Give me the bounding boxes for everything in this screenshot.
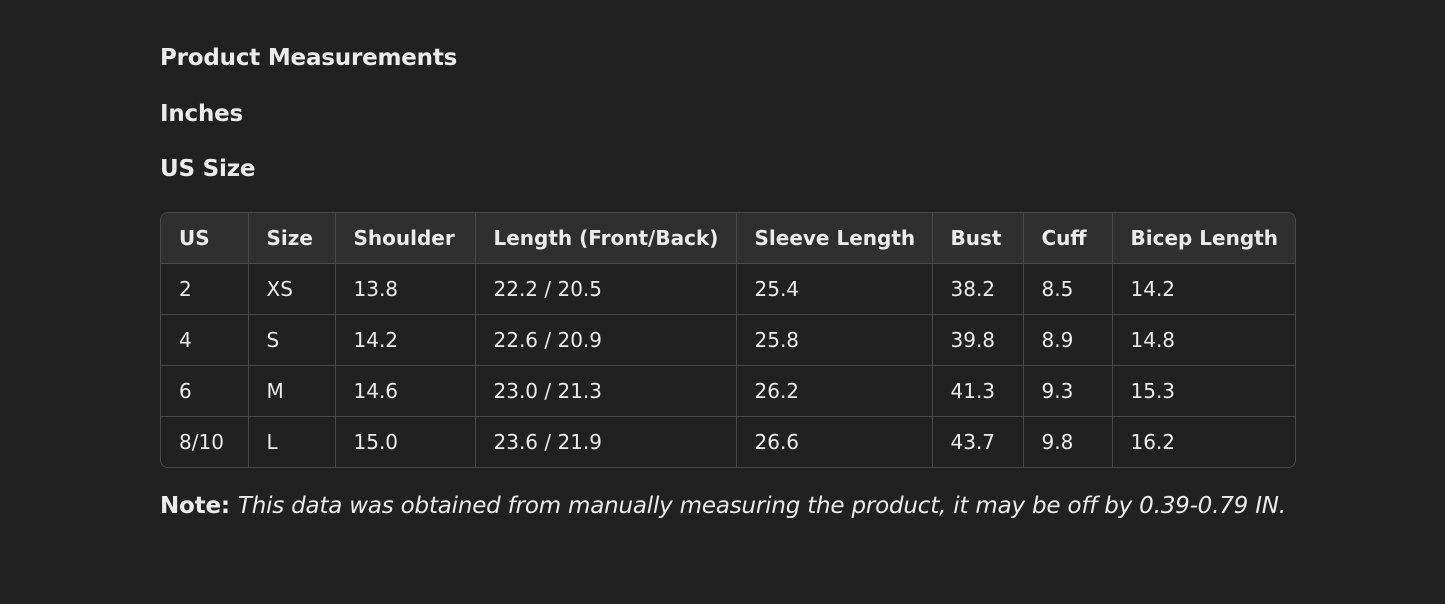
table-cell: M bbox=[247, 365, 335, 417]
header-cell: US bbox=[161, 213, 248, 264]
header-cell: Bicep Length bbox=[1111, 213, 1295, 264]
table-cell: 26.6 bbox=[735, 416, 932, 467]
table-cell: 41.3 bbox=[931, 365, 1023, 417]
header-cell: Sleeve Length bbox=[735, 213, 932, 264]
header-cell: Cuff bbox=[1022, 213, 1112, 264]
table-cell: S bbox=[247, 314, 335, 366]
table-cell: 26.2 bbox=[735, 365, 932, 417]
table-cell: XS bbox=[247, 263, 335, 315]
table-frame: US Size Shoulder Length (Front/Back) Sleeve … bbox=[160, 212, 1296, 468]
table-cell: 8.9 bbox=[1022, 314, 1112, 366]
table-row: 4 S 14.2 22.6 / 20.9 25.8 39.8 8.9 14.8 bbox=[161, 314, 1295, 366]
header-cell: Length (Front/Back) bbox=[474, 213, 736, 264]
table-cell: 25.4 bbox=[735, 263, 932, 315]
note: Note: This data was obtained from manuall… bbox=[160, 493, 1286, 519]
table-cell: 22.2 / 20.5 bbox=[474, 263, 736, 315]
table-cell: 14.6 bbox=[334, 365, 475, 417]
header-cell: Size bbox=[247, 213, 335, 264]
table-cell: 16.2 bbox=[1111, 416, 1295, 467]
table-cell: 15.3 bbox=[1111, 365, 1295, 417]
table-cell: 39.8 bbox=[931, 314, 1023, 366]
heading: US Size bbox=[160, 156, 256, 182]
note-text: This data was obtained from manually mea… bbox=[237, 493, 1286, 519]
table-cell: 43.7 bbox=[931, 416, 1023, 467]
measurement-table: US Size Shoulder Length (Front/Back) Sleeve … bbox=[161, 213, 1295, 467]
table-cell: 23.0 / 21.3 bbox=[474, 365, 736, 417]
table-cell: 9.3 bbox=[1022, 365, 1112, 417]
note-label: Note: bbox=[160, 493, 230, 519]
table-cell: 14.2 bbox=[1111, 263, 1295, 315]
header-row: US Size Shoulder Length (Front/Back) Sleeve … bbox=[161, 213, 1295, 264]
table-cell: 14.8 bbox=[1111, 314, 1295, 366]
table-cell: 14.2 bbox=[334, 314, 475, 366]
table-row: 6 M 14.6 23.0 / 21.3 26.2 41.3 9.3 15.3 bbox=[161, 365, 1295, 417]
table-cell: 8/10 bbox=[161, 416, 248, 467]
table-row: 8/10 L 15.0 23.6 / 21.9 26.6 43.7 9.8 16.2 bbox=[161, 416, 1295, 467]
table-cell: L bbox=[247, 416, 335, 467]
heading: Product Measurements bbox=[160, 45, 458, 71]
table-cell: 25.8 bbox=[735, 314, 932, 366]
header-cell: Bust bbox=[931, 213, 1023, 264]
table-cell: 9.8 bbox=[1022, 416, 1112, 467]
table-header: US Size Shoulder Length (Front/Back) Sleeve … bbox=[161, 213, 1295, 264]
table-cell: 8.5 bbox=[1022, 263, 1112, 315]
table-cell: 22.6 / 20.9 bbox=[474, 314, 736, 366]
table-cell: 38.2 bbox=[931, 263, 1023, 315]
heading: Inches bbox=[160, 101, 244, 127]
table-cell: 2 bbox=[161, 263, 248, 315]
table-cell: 13.8 bbox=[334, 263, 475, 315]
table-cell: 23.6 / 21.9 bbox=[474, 416, 736, 467]
table-cell: 4 bbox=[161, 314, 248, 366]
table-cell: 15.0 bbox=[334, 416, 475, 467]
table-cell: 6 bbox=[161, 365, 248, 417]
table-row: 2 XS 13.8 22.2 / 20.5 25.4 38.2 8.5 14.2 bbox=[161, 263, 1295, 315]
table-body: 2 XS 13.8 22.2 / 20.5 25.4 38.2 8.5 14.2 4 S 14.2 2… bbox=[161, 263, 1295, 467]
header-cell: Shoulder bbox=[334, 213, 475, 264]
